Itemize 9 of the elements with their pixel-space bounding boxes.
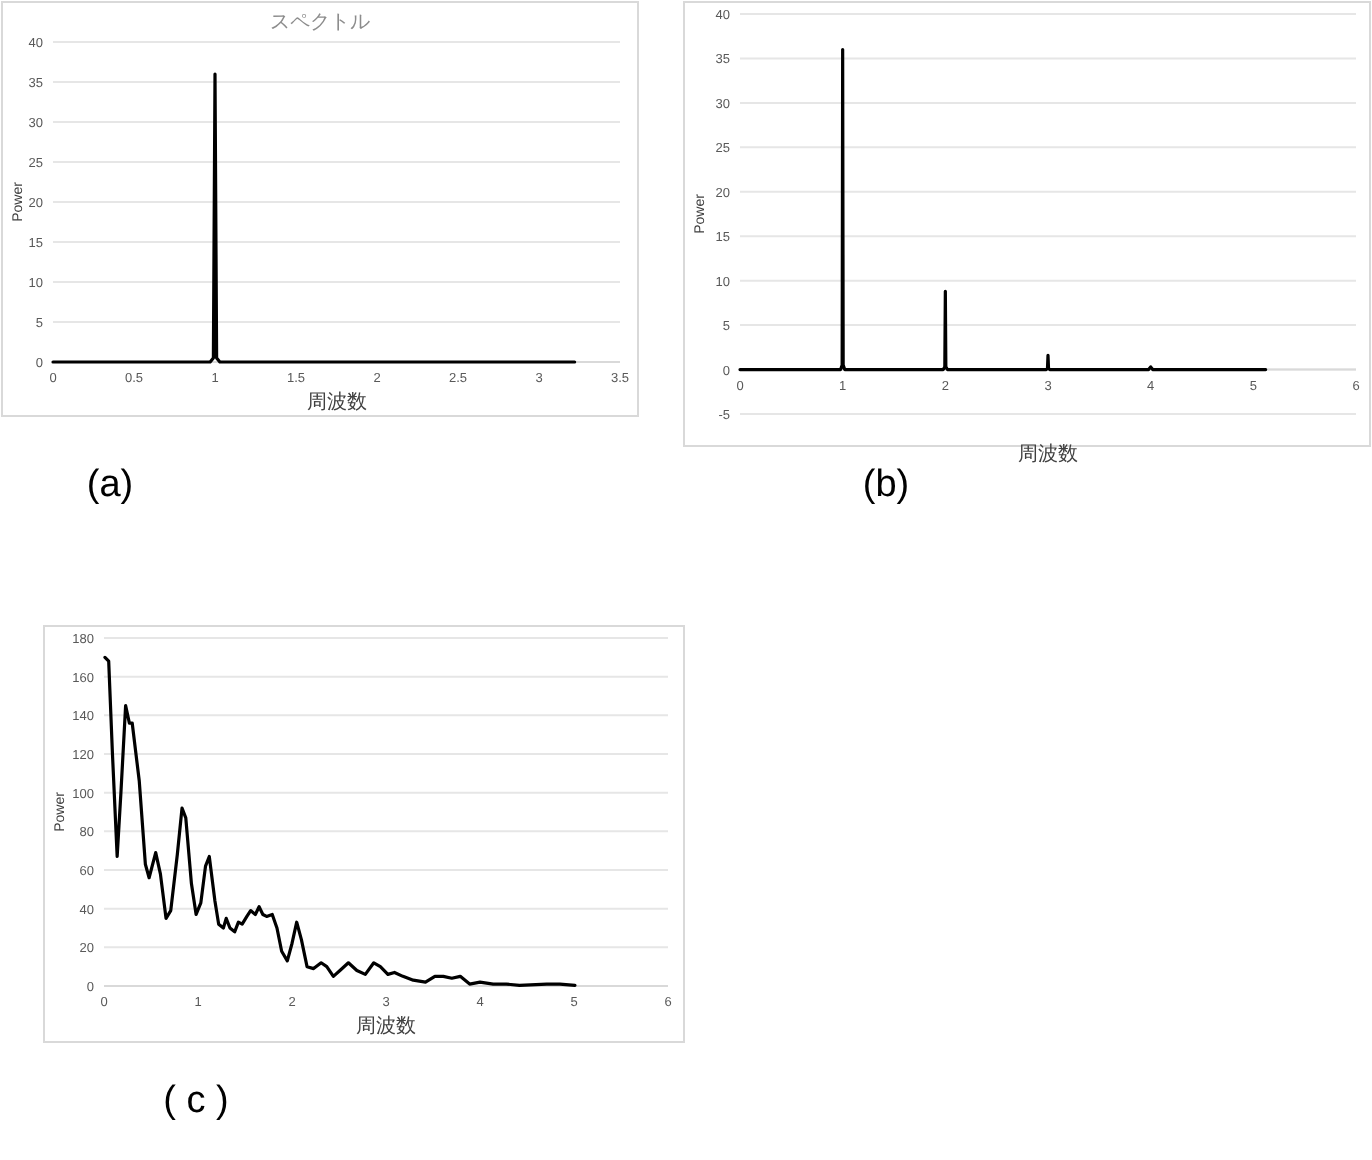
line-series <box>738 47 1268 372</box>
text: (a) <box>86 464 134 506</box>
x-axis-title: 周波数 <box>1018 442 1078 466</box>
chart-title: スペクトル <box>270 12 370 34</box>
text: ( c ) <box>163 1080 229 1122</box>
x-axis-title: 周波数 <box>306 390 367 414</box>
line-series <box>103 655 577 988</box>
text: (b) <box>862 464 910 506</box>
x-axis-title: 周波数 <box>356 1014 416 1038</box>
